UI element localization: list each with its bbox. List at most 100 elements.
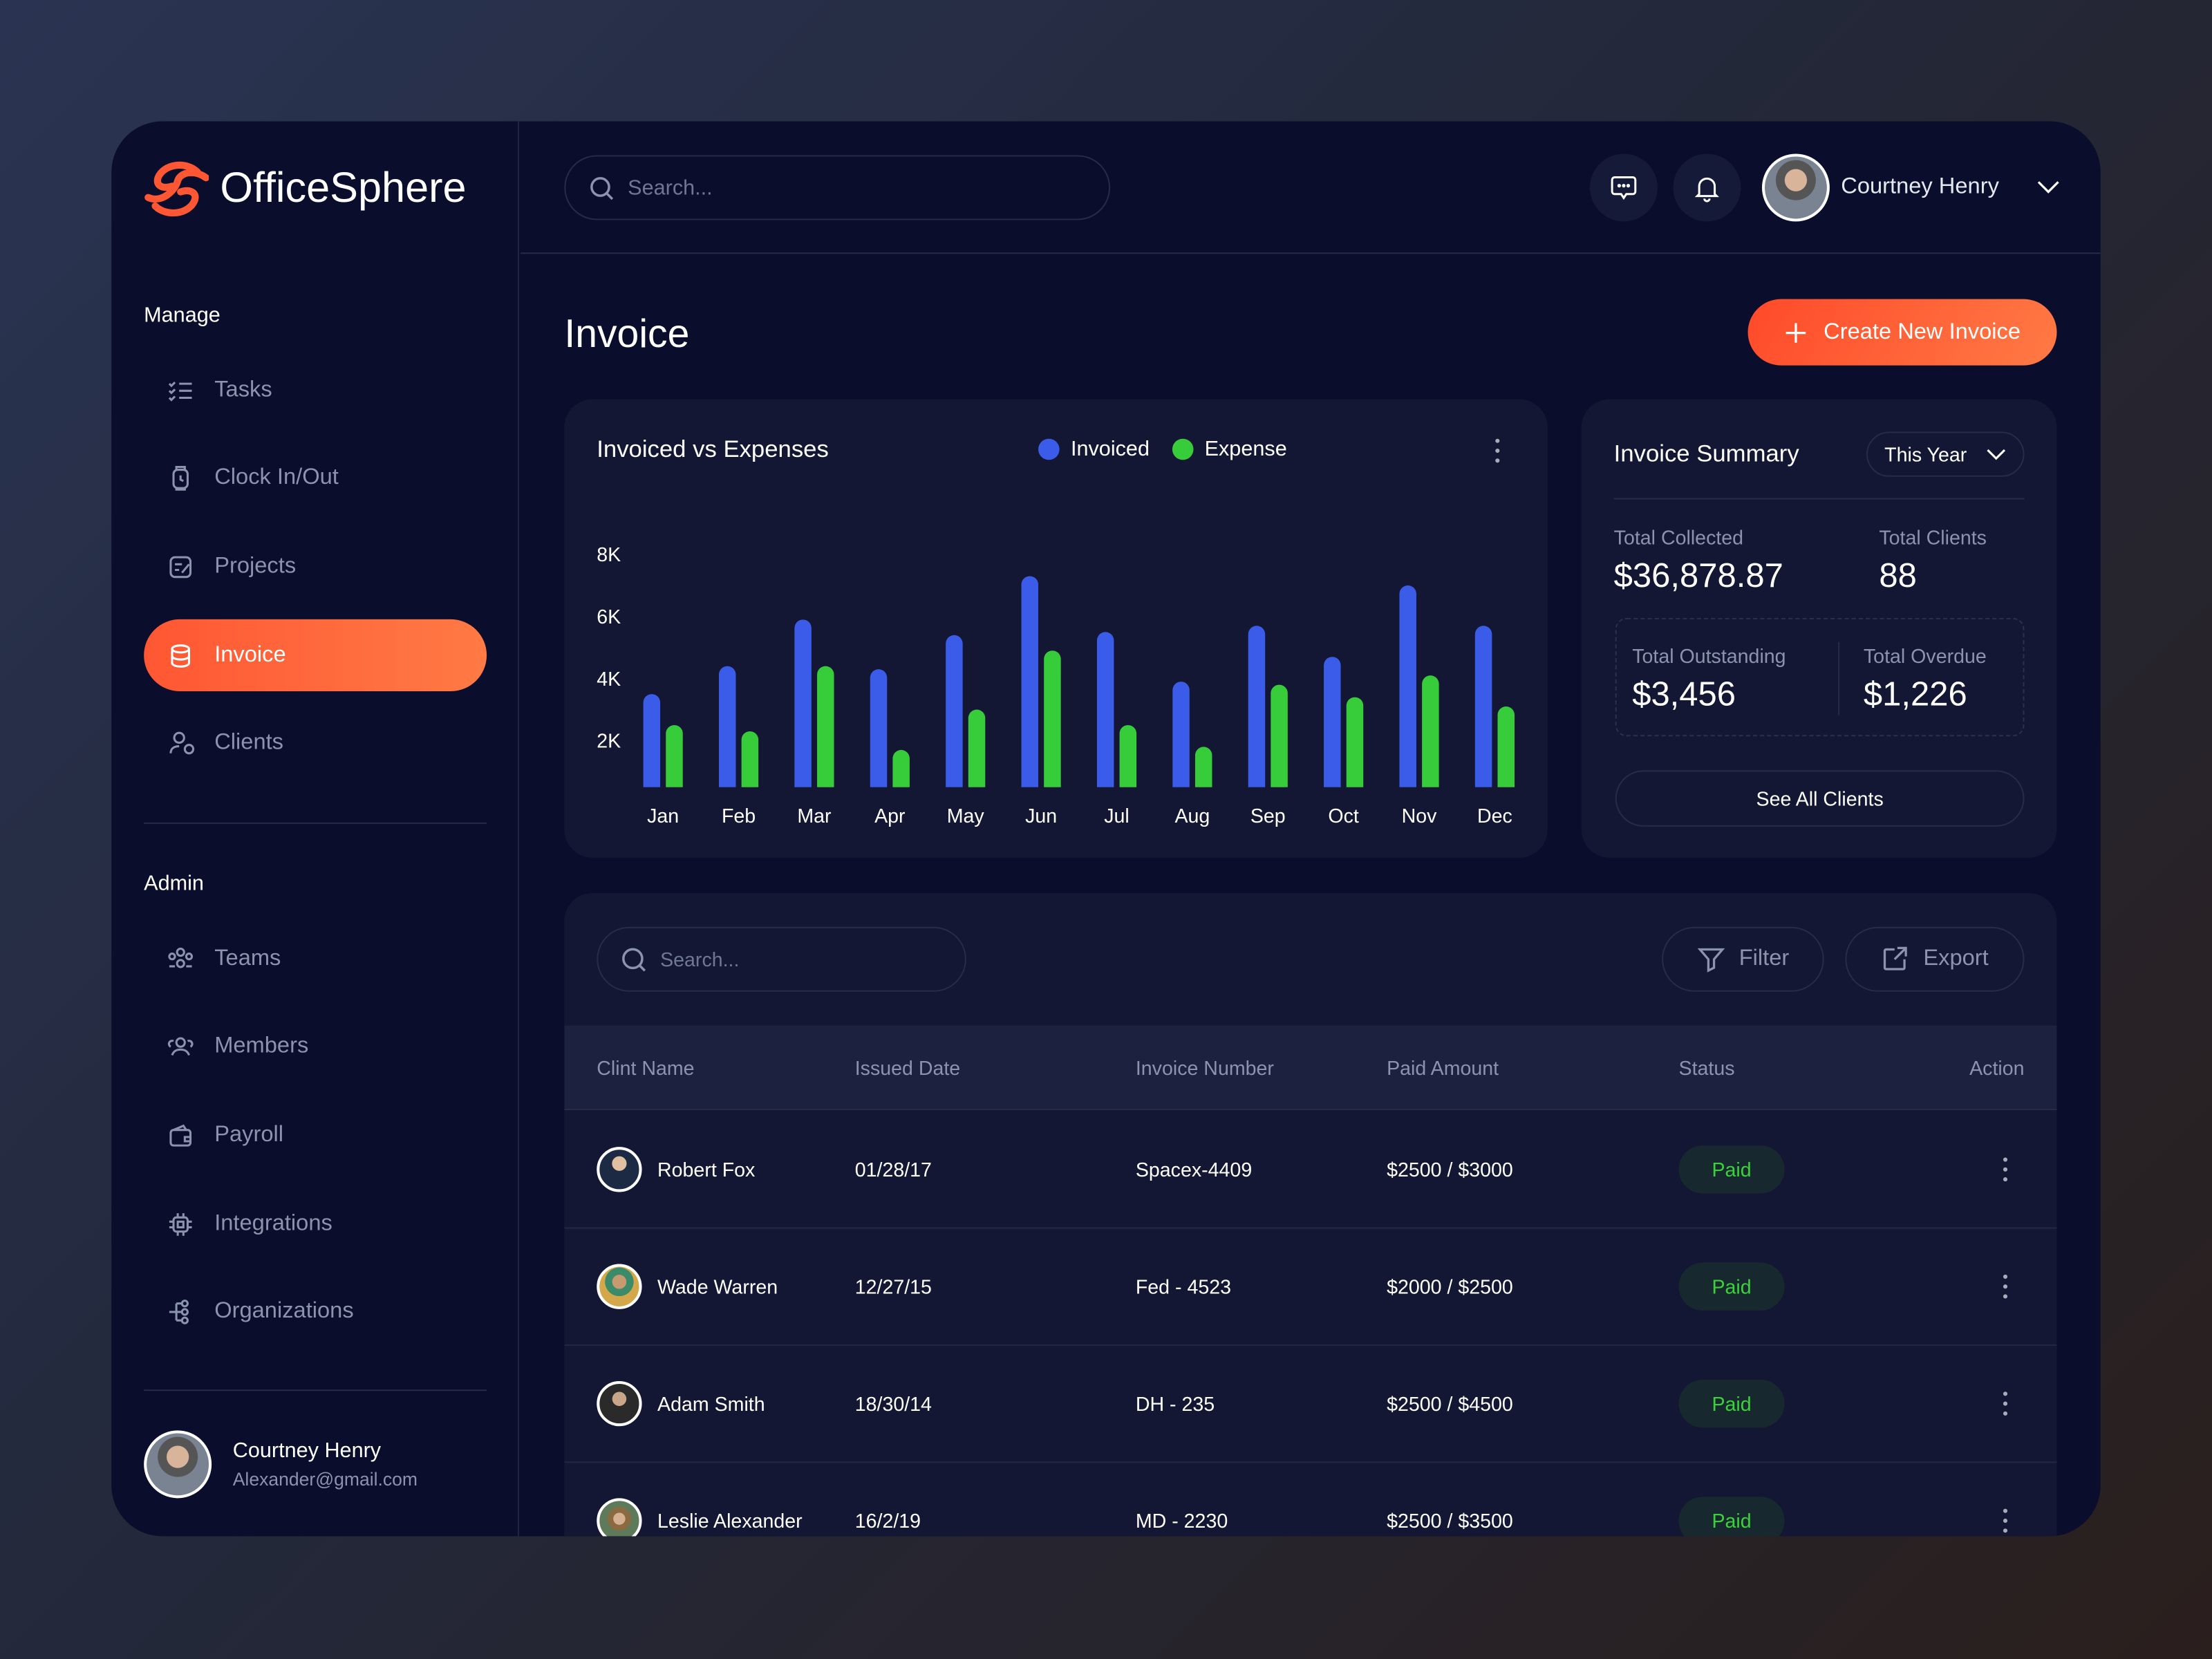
sidebar-item-teams[interactable]: Teams (144, 923, 487, 995)
chevron-down-icon (1987, 448, 2006, 460)
bar-expense (892, 749, 910, 787)
export-button[interactable]: Export (1845, 926, 2025, 992)
column-header[interactable]: Status (1678, 1056, 1735, 1080)
search-icon (622, 947, 646, 971)
sidebar-item-projects[interactable]: Projects (144, 531, 487, 603)
sidebar-item-label: Payroll (214, 1123, 284, 1147)
period-dropdown[interactable]: This Year (1866, 431, 2025, 477)
sidebar-item-members[interactable]: Members (144, 1011, 487, 1083)
chart-menu-button[interactable] (1495, 438, 1500, 463)
x-tick-label: Sep (1250, 805, 1286, 827)
section-manage: Manage (144, 303, 221, 328)
status-badge: Paid (1678, 1379, 1785, 1428)
avatar (597, 1147, 642, 1192)
bar-invoiced (1248, 626, 1266, 787)
bar-expense (1271, 684, 1288, 787)
filter-button[interactable]: Filter (1662, 926, 1824, 992)
clients-icon (169, 732, 195, 755)
total-collected-label: Total Collected (1613, 526, 1744, 549)
members-icon (167, 1037, 194, 1056)
column-header[interactable]: Issued Date (854, 1056, 961, 1080)
main-content: Search... Courtney Henry Invoice Create … (521, 122, 2101, 1537)
export-label: Export (1923, 946, 1989, 971)
sidebar-item-label: Invoice (214, 642, 286, 667)
row-action-menu[interactable] (2003, 1157, 2008, 1182)
x-tick-label: Nov (1402, 805, 1438, 827)
table-row[interactable]: Wade Warren 12/27/15 Fed - 4523 $2000 / $25… (564, 1229, 2057, 1346)
total-clients-value: 88 (1879, 557, 1917, 596)
section-admin: Admin (144, 872, 204, 896)
logo[interactable]: OfficeSphere (144, 161, 467, 218)
bell-icon (1694, 177, 1720, 203)
paid-amount: $2500 / $3500 (1387, 1509, 1513, 1533)
avatar (597, 1498, 642, 1537)
column-header[interactable]: Clint Name (597, 1056, 695, 1080)
divider (1838, 641, 1840, 715)
page-title: Invoice (564, 312, 690, 356)
invoice-number: MD - 2230 (1135, 1509, 1228, 1533)
avatar (597, 1264, 642, 1309)
bar-invoiced (1021, 576, 1039, 787)
x-tick-label: Apr (874, 805, 906, 827)
sidebar-item-integrations[interactable]: Integrations (144, 1188, 487, 1260)
search-input[interactable]: Search... (628, 176, 713, 200)
table-search[interactable]: Search... (597, 926, 966, 992)
bar-invoiced (643, 694, 661, 787)
bar-invoiced (946, 635, 963, 787)
bar-invoiced (1172, 682, 1190, 787)
total-collected-value: $36,878.87 (1613, 557, 1783, 596)
x-tick-label: Dec (1477, 805, 1512, 827)
total-overdue-label: Total Overdue (1863, 644, 1987, 668)
x-tick-label: Jun (1025, 805, 1057, 827)
table-row[interactable]: Leslie Alexander 16/2/19 MD - 2230 $2500 / … (564, 1463, 2056, 1537)
row-action-menu[interactable] (2003, 1274, 2008, 1299)
table-row[interactable]: Adam Smith 18/30/14 DH - 235 $2500 / $4500 P… (564, 1346, 2057, 1463)
chart-legend: Invoiced Expense (1038, 437, 1287, 462)
sidebar-item-clients[interactable]: Clients (144, 708, 487, 780)
bar-expense (1044, 650, 1061, 787)
sidebar-profile[interactable]: Courtney Henry Alexander@gmail.com (144, 1430, 418, 1499)
bar-invoiced (718, 666, 736, 787)
bar-expense (1194, 747, 1212, 787)
column-header[interactable]: Paid Amount (1387, 1056, 1499, 1080)
sidebar-item-invoice[interactable]: Invoice (144, 619, 487, 692)
avatar (1761, 153, 1830, 222)
client-cell: Wade Warren (597, 1264, 778, 1309)
bar-expense (968, 709, 986, 787)
x-tick-label: Feb (722, 805, 756, 827)
tasks-icon (168, 380, 192, 401)
notifications-button[interactable] (1673, 153, 1741, 222)
sidebar-item-clock-in-out[interactable]: Clock In/Out (144, 442, 487, 514)
legend-swatch-invoiced (1038, 438, 1060, 460)
x-tick-label: Oct (1328, 805, 1358, 827)
sidebar-item-label: Tasks (214, 377, 272, 402)
table-row[interactable]: Robert Fox 01/28/17 Spacex-4409 $2500 / $30… (564, 1112, 2057, 1229)
issued-date: 12/27/15 (854, 1275, 932, 1298)
row-action-menu[interactable] (2003, 1391, 2008, 1416)
create-invoice-button[interactable]: Create New Invoice (1747, 299, 2057, 366)
messages-button[interactable] (1589, 153, 1658, 222)
status-badge: Paid (1678, 1497, 1785, 1537)
invoice-number: Spacex-4409 (1135, 1158, 1253, 1181)
row-action-menu[interactable] (2003, 1508, 2008, 1533)
status-badge: Paid (1678, 1145, 1785, 1194)
header-search[interactable]: Search... (564, 155, 1111, 221)
invoice-number: Fed - 4523 (1135, 1275, 1232, 1298)
user-menu[interactable]: Courtney Henry (1761, 153, 2061, 222)
sidebar-item-organizations[interactable]: Organizations (144, 1277, 487, 1349)
table-search-input[interactable]: Search... (660, 948, 740, 971)
header-divider (521, 252, 2101, 254)
bar-invoiced (1399, 585, 1416, 787)
column-header[interactable]: Invoice Number (1135, 1056, 1274, 1080)
chart-title: Invoiced vs Expenses (597, 435, 829, 463)
see-all-clients-button[interactable]: See All Clients (1615, 770, 2025, 827)
sidebar-item-payroll[interactable]: Payroll (144, 1100, 487, 1172)
legend-expense: Expense (1204, 437, 1287, 462)
sidebar-item-tasks[interactable]: Tasks (144, 354, 487, 426)
paid-amount: $2500 / $3000 (1387, 1158, 1513, 1181)
sidebar-item-label: Projects (214, 554, 297, 579)
bar-invoiced (1474, 626, 1492, 787)
user-name: Courtney Henry (1841, 175, 1999, 199)
bar-chart: 2K 4K 6K 8K Jan Feb Mar Apr May Jun Jul Aug Sep Oct No… (597, 544, 1515, 827)
total-outstanding-value: $3,456 (1632, 675, 1736, 714)
